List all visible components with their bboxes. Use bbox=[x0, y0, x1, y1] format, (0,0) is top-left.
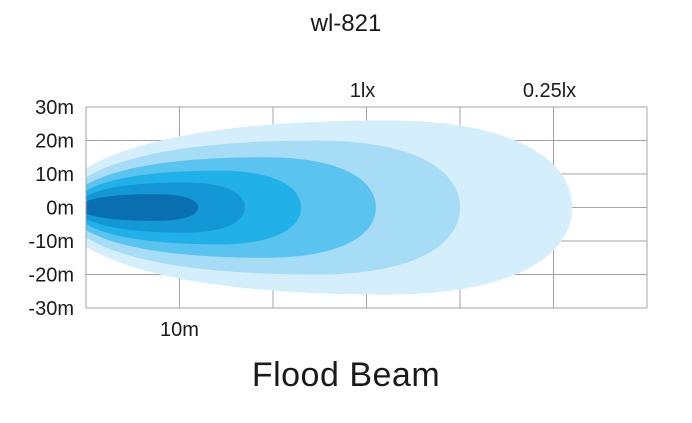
lux-label: 1lx bbox=[350, 80, 376, 102]
y-tick-label: 20m bbox=[35, 131, 74, 153]
chart-subtitle: Flood Beam bbox=[251, 356, 441, 394]
y-tick-label: 0m bbox=[46, 198, 74, 220]
y-tick-label: 30m bbox=[35, 97, 74, 119]
beam-area-6 bbox=[86, 194, 199, 221]
x-tick-label: 10m bbox=[160, 319, 199, 341]
top-labels: 1lx 0.25lx bbox=[350, 80, 576, 102]
x-tick-labels: 10m bbox=[160, 319, 199, 341]
y-tick-label: -30m bbox=[28, 298, 74, 320]
y-tick-label: 10m bbox=[35, 164, 74, 186]
y-tick-label: -10m bbox=[28, 231, 74, 253]
lux-label: 0.25lx bbox=[523, 80, 576, 102]
y-tick-labels: 30m 20m 10m 0m -10m -20m -30m bbox=[28, 97, 74, 320]
y-tick-label: -20m bbox=[28, 265, 74, 287]
beam-areas bbox=[86, 120, 573, 295]
chart-title: wl-821 bbox=[310, 10, 382, 37]
plot-frame bbox=[85, 106, 648, 309]
